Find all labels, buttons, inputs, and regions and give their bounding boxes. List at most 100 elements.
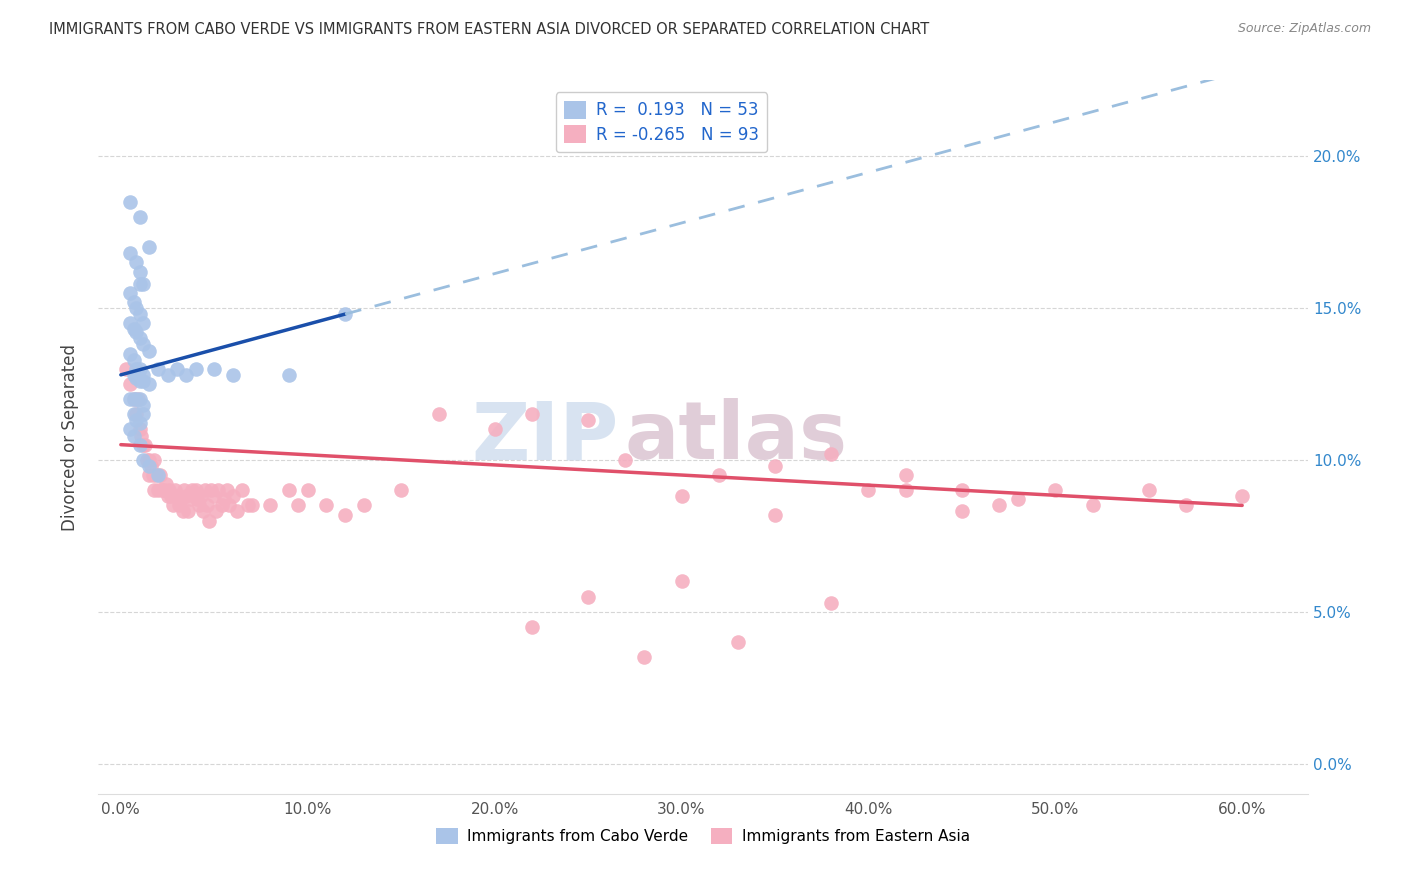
- Point: [389, 483, 412, 498]
- Point: [122, 352, 145, 367]
- Point: [132, 438, 155, 452]
- Point: [297, 483, 319, 498]
- Point: [763, 458, 786, 473]
- Point: [820, 596, 842, 610]
- Point: [120, 285, 142, 300]
- Point: [132, 277, 155, 291]
- Point: [132, 316, 155, 330]
- Point: [173, 483, 195, 498]
- Point: [132, 374, 155, 388]
- Point: [287, 499, 309, 513]
- Text: atlas: atlas: [624, 398, 848, 476]
- Point: [520, 407, 543, 421]
- Point: [128, 422, 150, 436]
- Point: [727, 635, 749, 649]
- Point: [202, 489, 225, 503]
- Point: [122, 322, 145, 336]
- Point: [184, 483, 207, 498]
- Point: [122, 368, 145, 382]
- Point: [115, 361, 138, 376]
- Point: [122, 392, 145, 406]
- Point: [153, 483, 176, 498]
- Point: [278, 368, 301, 382]
- Point: [127, 392, 149, 406]
- Point: [225, 504, 247, 518]
- Point: [125, 392, 148, 406]
- Point: [177, 504, 200, 518]
- Point: [148, 483, 170, 498]
- Point: [333, 307, 356, 321]
- Point: [179, 492, 201, 507]
- Point: [132, 368, 155, 382]
- Point: [125, 255, 148, 269]
- Point: [148, 468, 170, 483]
- Point: [174, 368, 197, 382]
- Point: [167, 499, 190, 513]
- Point: [120, 376, 142, 391]
- Point: [950, 483, 973, 498]
- Point: [134, 438, 156, 452]
- Point: [125, 371, 148, 385]
- Point: [202, 361, 225, 376]
- Point: [132, 337, 155, 351]
- Point: [671, 489, 693, 503]
- Point: [576, 590, 599, 604]
- Point: [166, 361, 188, 376]
- Point: [128, 438, 150, 452]
- Point: [163, 483, 186, 498]
- Y-axis label: Divorced or Separated: Divorced or Separated: [60, 343, 79, 531]
- Text: IMMIGRANTS FROM CABO VERDE VS IMMIGRANTS FROM EASTERN ASIA DIVORCED OR SEPARATED: IMMIGRANTS FROM CABO VERDE VS IMMIGRANTS…: [49, 22, 929, 37]
- Point: [259, 499, 281, 513]
- Point: [132, 398, 155, 412]
- Point: [894, 468, 917, 483]
- Point: [484, 422, 506, 436]
- Point: [1007, 492, 1029, 507]
- Point: [156, 368, 179, 382]
- Point: [143, 453, 166, 467]
- Point: [520, 620, 543, 634]
- Point: [136, 453, 159, 467]
- Point: [128, 277, 150, 291]
- Point: [125, 326, 148, 340]
- Point: [427, 407, 450, 421]
- Point: [120, 392, 142, 406]
- Point: [120, 316, 142, 330]
- Text: ZIP: ZIP: [471, 398, 619, 476]
- Point: [190, 489, 212, 503]
- Point: [1175, 499, 1198, 513]
- Point: [207, 483, 229, 498]
- Point: [160, 489, 183, 503]
- Point: [128, 264, 150, 278]
- Point: [174, 489, 197, 503]
- Point: [194, 483, 217, 498]
- Point: [128, 331, 150, 345]
- Point: [633, 650, 655, 665]
- Point: [188, 499, 211, 513]
- Point: [1081, 499, 1104, 513]
- Text: Source: ZipAtlas.com: Source: ZipAtlas.com: [1237, 22, 1371, 36]
- Point: [120, 422, 142, 436]
- Point: [172, 504, 194, 518]
- Point: [950, 504, 973, 518]
- Point: [128, 361, 150, 376]
- Point: [145, 468, 167, 483]
- Point: [614, 453, 637, 467]
- Point: [148, 361, 170, 376]
- Point: [169, 492, 191, 507]
- Point: [236, 499, 259, 513]
- Point: [132, 407, 155, 421]
- Point: [222, 489, 245, 503]
- Point: [1230, 489, 1253, 503]
- Point: [671, 574, 693, 589]
- Point: [191, 504, 214, 518]
- Point: [894, 483, 917, 498]
- Point: [156, 489, 179, 503]
- Point: [122, 392, 145, 406]
- Point: [222, 368, 245, 382]
- Point: [142, 468, 165, 483]
- Point: [125, 361, 148, 376]
- Point: [138, 453, 160, 467]
- Point: [120, 246, 142, 260]
- Point: [138, 458, 160, 473]
- Point: [1045, 483, 1067, 498]
